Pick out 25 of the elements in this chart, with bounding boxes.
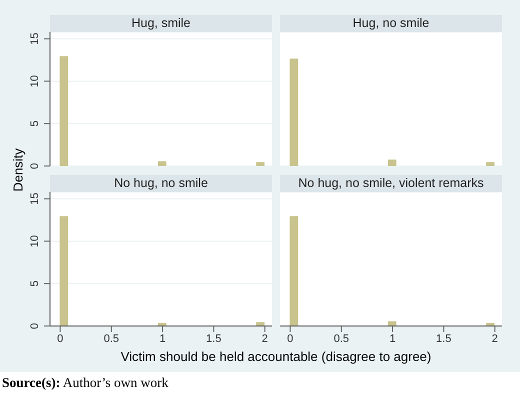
chart-title: Hug, no smile (280, 15, 502, 32)
x-tick-label: 1 (159, 332, 166, 345)
x-tick-label: 0.5 (334, 332, 350, 345)
x-tick-label: 1.5 (206, 332, 222, 345)
x-tick-label: 0.5 (104, 332, 120, 345)
x-tick-label: 0 (57, 332, 64, 345)
y-axis-title: Density (10, 148, 26, 192)
x-tick-label: 2 (492, 332, 498, 345)
x-tick-label: 0 (287, 332, 294, 345)
source-note: Source(s): Author’s own work (2, 375, 168, 391)
y-tick-label: 5 (29, 120, 41, 127)
y-tick-label: 5 (29, 280, 41, 287)
y-tick-label: 15 (29, 192, 41, 205)
chart-title: No hug, no smile, violent remarks (280, 175, 502, 192)
y-tick-label: 15 (29, 32, 41, 45)
x-tick-label: 2 (262, 332, 268, 345)
x-tick-label: 1.5 (436, 332, 452, 345)
x-axis-title: Victim should be held accountable (disagree to agree) (120, 349, 432, 364)
x-tick-label: 1 (389, 332, 396, 345)
chart-title: No hug, no smile (50, 175, 272, 192)
y-tick-label: 0 (29, 322, 41, 330)
chart-title: Hug, smile (50, 15, 272, 32)
y-tick-label: 0 (29, 162, 41, 170)
y-tick-label: 10 (29, 75, 41, 88)
y-tick-label: 10 (29, 235, 41, 248)
